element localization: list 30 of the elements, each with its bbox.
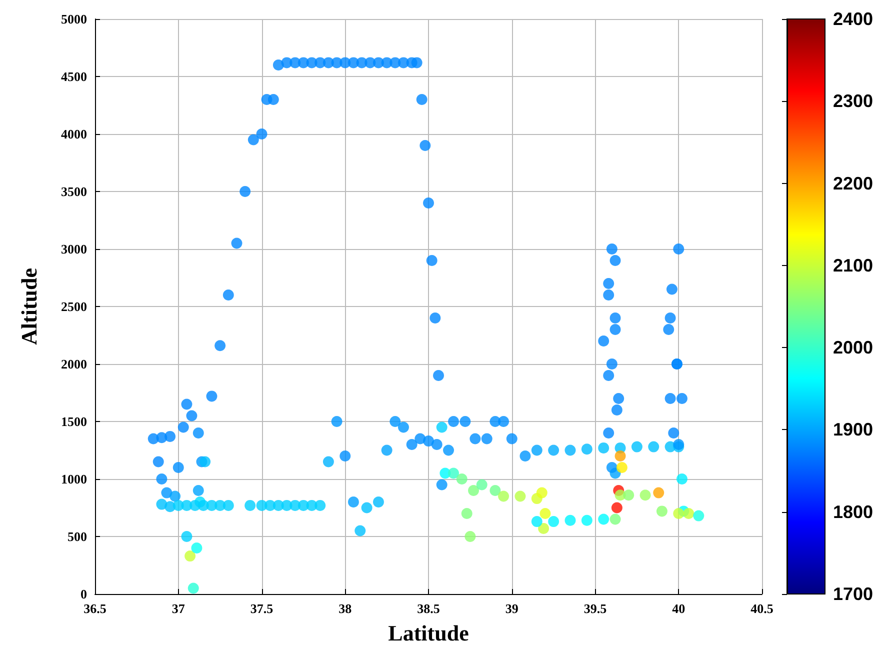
x-tick-label: 37.5	[250, 601, 274, 616]
color-bar-label: 2200	[833, 173, 874, 194]
color-bar-label: 1700	[833, 584, 874, 604]
y-tick-label: 3500	[61, 184, 87, 199]
y-tick-label: 2000	[61, 356, 87, 372]
y-tick-label: 0	[80, 586, 87, 602]
x-axis-title: Latitude	[388, 620, 470, 646]
x-tick-label: 37	[172, 601, 186, 616]
y-tick-label: 3000	[61, 242, 87, 256]
x-tick-label: 39	[505, 601, 519, 616]
x-tick-label: 39.5	[584, 601, 608, 616]
y-tick-label: 5000	[61, 12, 87, 26]
x-tick-label: 40	[672, 601, 686, 616]
y-tick-label: 4000	[61, 126, 87, 142]
y-tick-label: 1000	[61, 472, 87, 486]
color-bar-label: 2300	[833, 91, 874, 112]
x-tick-label: 40.5	[750, 601, 774, 616]
y-tick-label: 500	[68, 529, 87, 544]
y-tick-label: 1500	[61, 414, 87, 429]
color-bar-label: 1800	[833, 502, 874, 522]
x-tick-label: 38.5	[417, 601, 440, 616]
y-axis-title: Altitude	[16, 268, 42, 345]
x-tick-label: 38	[338, 601, 352, 616]
color-bar-label: 2000	[833, 338, 874, 358]
y-tick-label: 4500	[61, 69, 87, 84]
color-bar-label: 1900	[833, 420, 874, 440]
color-bar-label: 2100	[833, 255, 874, 276]
x-tick-label: 36.5	[84, 601, 107, 616]
y-tick-label: 2500	[61, 299, 87, 314]
color-bar-label: 2400	[833, 9, 874, 29]
